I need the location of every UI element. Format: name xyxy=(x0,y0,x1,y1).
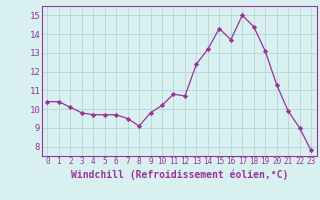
X-axis label: Windchill (Refroidissement éolien,°C): Windchill (Refroidissement éolien,°C) xyxy=(70,169,288,180)
